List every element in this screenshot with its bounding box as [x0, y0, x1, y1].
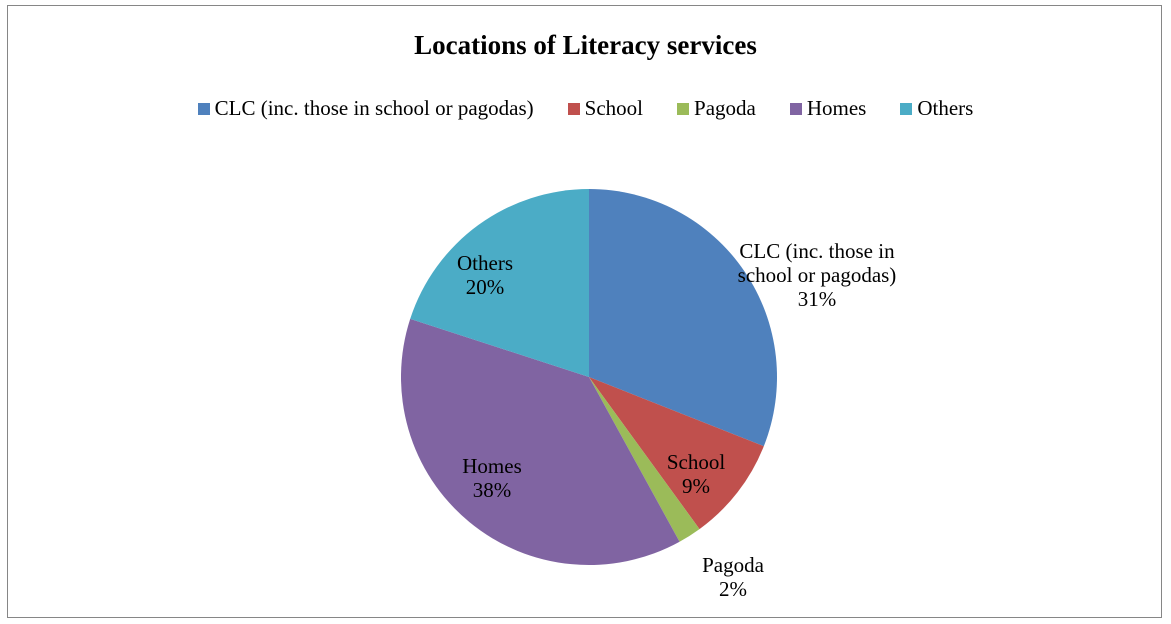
- slice-label: Homes 38%: [447, 454, 537, 502]
- legend-label: Others: [917, 96, 974, 120]
- legend-label: School: [584, 96, 644, 120]
- slice-category: Others: [457, 251, 513, 275]
- slice-value: 20%: [465, 275, 505, 299]
- slice-value: 38%: [472, 478, 512, 502]
- slice-category: School: [666, 450, 726, 474]
- legend-item: Others: [900, 96, 973, 121]
- slice-label: Pagoda 2%: [688, 553, 778, 601]
- legend-swatch: [789, 102, 802, 115]
- slice-label: Others 20%: [440, 251, 530, 299]
- pie-slice: [589, 377, 764, 530]
- pie-slice: [410, 189, 589, 377]
- legend-item: Homes: [789, 96, 867, 121]
- legend-item: School: [567, 96, 644, 121]
- chart-frame: [7, 5, 1162, 618]
- slice-category: Pagoda: [702, 553, 764, 577]
- slice-label: School 9%: [651, 450, 741, 498]
- legend-swatch: [900, 102, 913, 115]
- slice-value: 9%: [682, 474, 710, 498]
- slice-value: 31%: [797, 287, 837, 311]
- legend-item: CLC (inc. those in school or pagodas): [197, 96, 534, 121]
- legend-label: Pagoda: [694, 96, 756, 120]
- pie-slice: [589, 377, 700, 542]
- legend-swatch: [677, 102, 690, 115]
- slice-category: Homes: [462, 454, 522, 478]
- legend-label: CLC (inc. those in school or pagodas): [214, 96, 534, 120]
- slice-label: CLC (inc. those in school or pagodas) 31%: [712, 239, 922, 311]
- pie-slice: [401, 318, 680, 565]
- chart-title: Locations of Literacy services: [414, 30, 757, 60]
- slice-value: 2%: [719, 577, 747, 601]
- legend-item: Pagoda: [677, 96, 756, 121]
- legend-swatch: [567, 102, 580, 115]
- legend: CLC (inc. those in school or pagodas) Sch…: [0, 96, 1171, 121]
- pie-slice: [589, 189, 777, 447]
- slice-category: CLC (inc. those in school or pagodas): [737, 239, 897, 287]
- legend-swatch: [197, 102, 210, 115]
- legend-label: Homes: [806, 96, 867, 120]
